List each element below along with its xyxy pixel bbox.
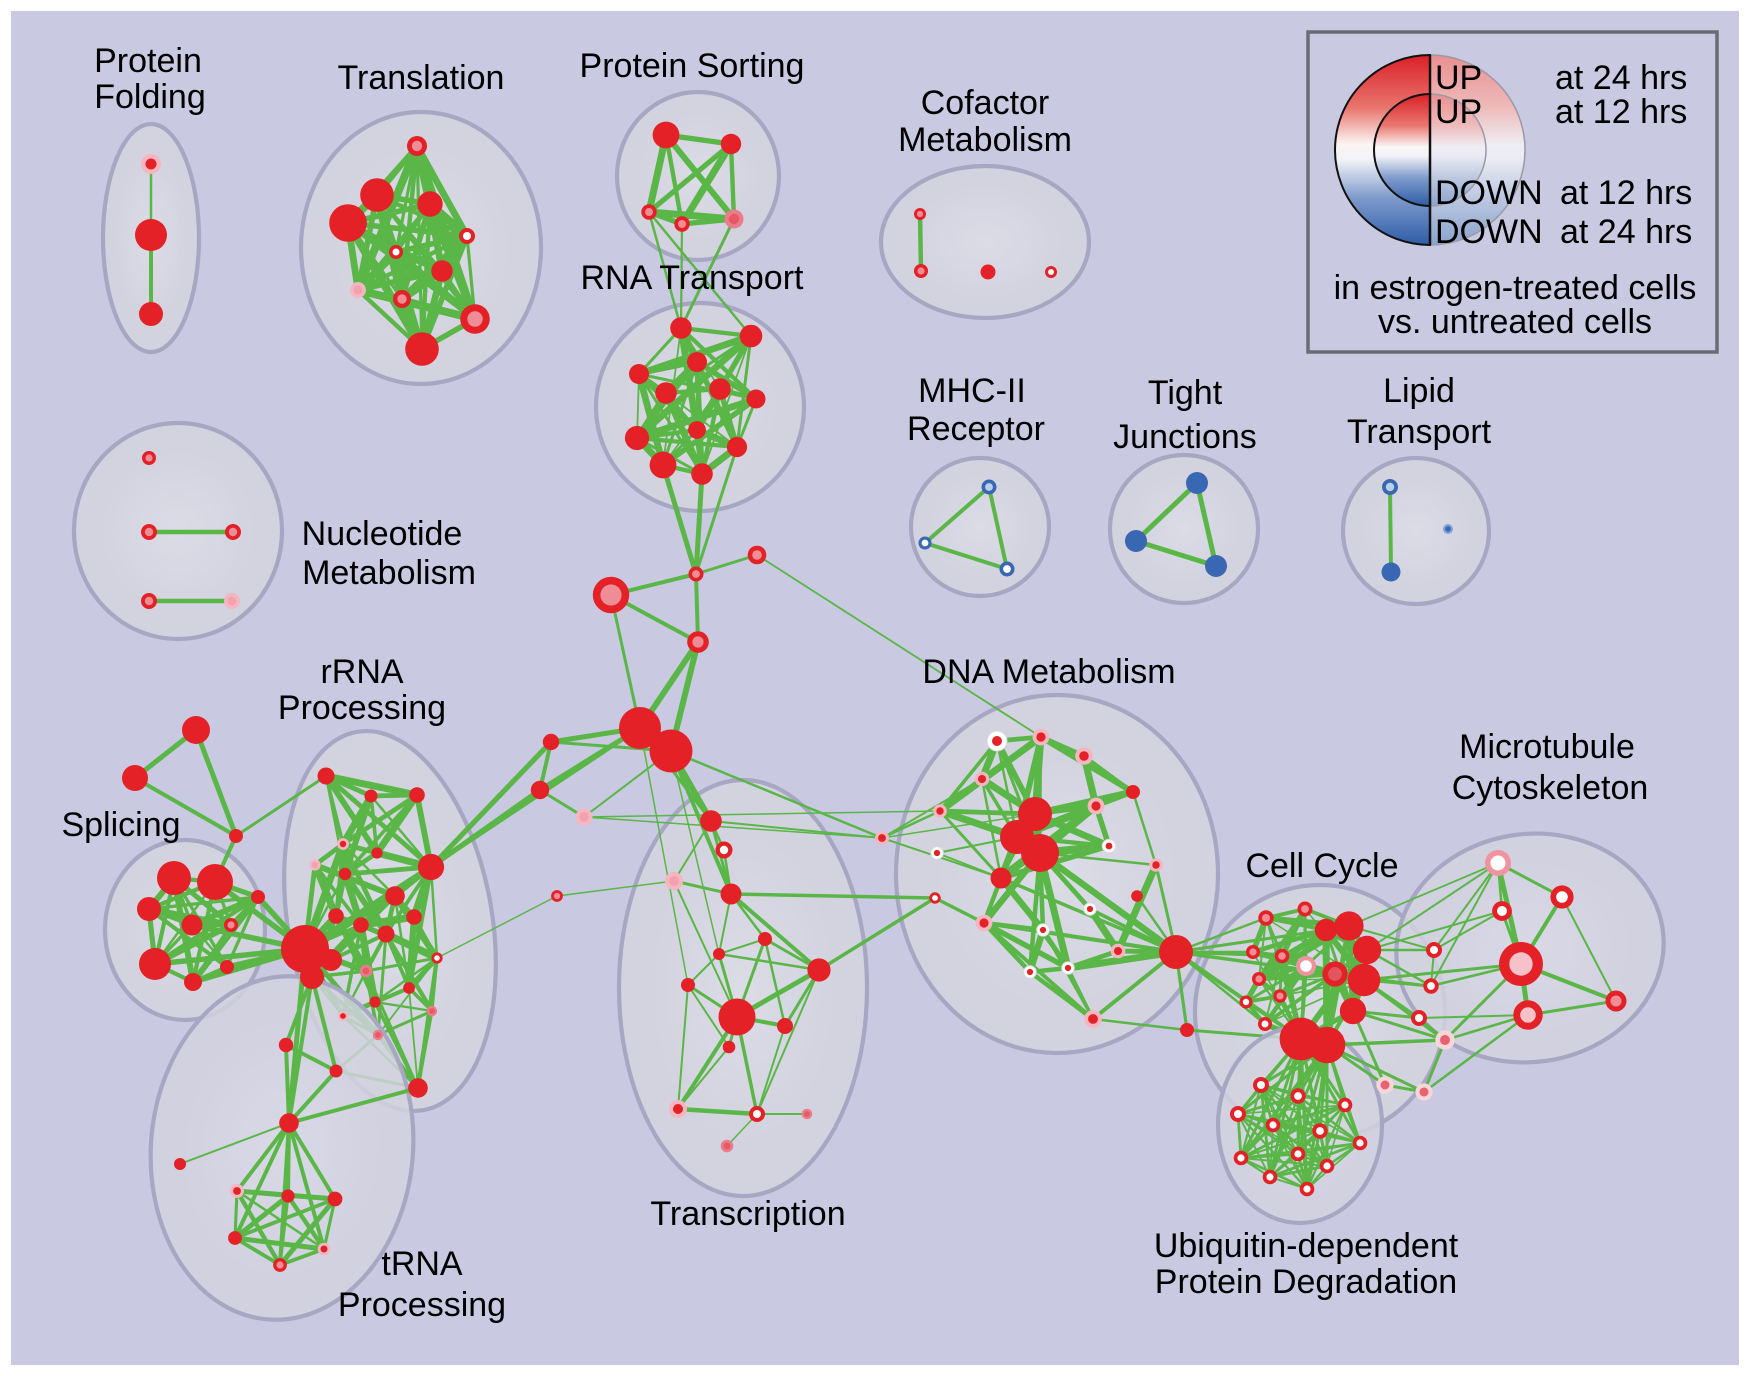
svg-text:RNA Transport: RNA Transport bbox=[581, 259, 805, 297]
svg-text:Transcription: Transcription bbox=[650, 1195, 845, 1233]
svg-text:Processing: Processing bbox=[338, 1286, 506, 1324]
svg-text:DOWN: DOWN bbox=[1435, 213, 1543, 251]
svg-text:UP: UP bbox=[1435, 93, 1482, 131]
svg-text:Protein Sorting: Protein Sorting bbox=[580, 47, 805, 85]
svg-text:Splicing: Splicing bbox=[61, 806, 180, 844]
svg-text:Microtubule: Microtubule bbox=[1459, 728, 1635, 766]
svg-text:Cytoskeleton: Cytoskeleton bbox=[1452, 769, 1649, 807]
svg-text:Metabolism: Metabolism bbox=[898, 121, 1072, 159]
svg-text:Protein Degradation: Protein Degradation bbox=[1155, 1263, 1457, 1301]
svg-text:UP: UP bbox=[1435, 59, 1482, 97]
svg-text:rRNA: rRNA bbox=[320, 653, 403, 691]
svg-text:at 12 hrs: at 12 hrs bbox=[1560, 174, 1692, 212]
svg-text:Ubiquitin-dependent: Ubiquitin-dependent bbox=[1154, 1227, 1459, 1265]
svg-text:in estrogen-treated cells: in estrogen-treated cells bbox=[1334, 269, 1697, 307]
svg-text:Folding: Folding bbox=[94, 78, 206, 116]
svg-text:Nucleotide: Nucleotide bbox=[302, 515, 463, 553]
svg-text:Protein: Protein bbox=[94, 42, 202, 80]
svg-text:at 24 hrs: at 24 hrs bbox=[1555, 59, 1687, 97]
svg-text:tRNA: tRNA bbox=[381, 1245, 463, 1283]
svg-text:DNA Metabolism: DNA Metabolism bbox=[922, 653, 1175, 691]
svg-text:Metabolism: Metabolism bbox=[302, 554, 476, 592]
svg-text:vs. untreated cells: vs. untreated cells bbox=[1378, 303, 1652, 341]
svg-text:Tight: Tight bbox=[1148, 374, 1223, 412]
svg-text:Receptor: Receptor bbox=[907, 410, 1045, 448]
svg-text:DOWN: DOWN bbox=[1435, 174, 1543, 212]
svg-text:Translation: Translation bbox=[338, 59, 505, 97]
svg-text:Transport: Transport bbox=[1347, 413, 1492, 451]
svg-text:Cell Cycle: Cell Cycle bbox=[1245, 847, 1398, 885]
svg-text:Processing: Processing bbox=[278, 689, 446, 727]
svg-text:at 24 hrs: at 24 hrs bbox=[1560, 213, 1692, 251]
svg-text:at 12 hrs: at 12 hrs bbox=[1555, 93, 1687, 131]
svg-text:Lipid: Lipid bbox=[1383, 372, 1455, 410]
svg-text:MHC-II: MHC-II bbox=[918, 372, 1026, 410]
svg-text:Junctions: Junctions bbox=[1113, 418, 1257, 456]
svg-text:Cofactor: Cofactor bbox=[921, 84, 1050, 122]
